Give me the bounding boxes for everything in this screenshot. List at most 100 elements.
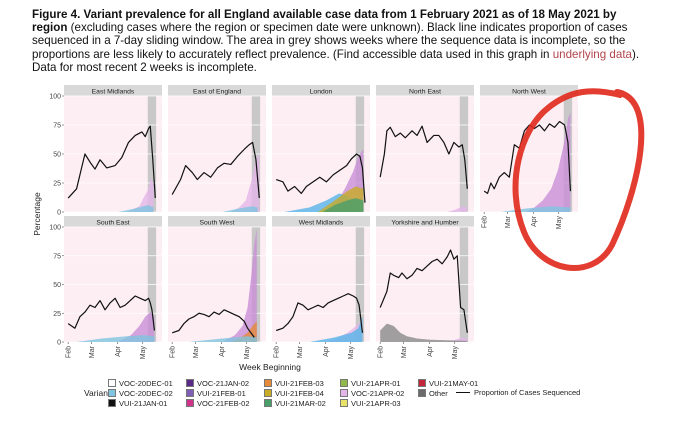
figure-title: Figure 4. Variant prevalence for all Eng…	[32, 8, 617, 35]
panel-title: North East	[409, 89, 441, 96]
panel-south-east: South East 0 25 50 75 100 Feb Mar Apr May	[49, 216, 162, 359]
x-tick-label: Feb	[274, 346, 281, 358]
legend-swatch	[418, 379, 426, 387]
legend-item-vui-21feb-04: VUI-21FEB-04	[264, 389, 324, 398]
x-tick-label: Feb	[170, 346, 177, 358]
legend-swatch	[186, 379, 194, 387]
legend-item-vui-21apr-03: VUI-21APR-03	[340, 399, 401, 408]
variant-area-voc-21apr-02	[230, 154, 260, 212]
legend-label: VUI-21FEB-04	[275, 389, 324, 398]
legend-swatch	[108, 379, 116, 387]
panel-strip	[272, 216, 370, 227]
y-tick-label: 25	[53, 311, 61, 318]
legend-label: VUI-21APR-03	[351, 399, 401, 408]
variant-area-voc-21apr-02	[447, 206, 468, 212]
legend-item-voc-20dec-02: VOC-20DEC-02	[108, 389, 173, 398]
panel-strip	[64, 216, 162, 227]
panel-strip	[480, 85, 578, 96]
x-tick-label: Apr	[219, 345, 226, 357]
x-tick-label: Apr	[531, 215, 538, 227]
caption-text-end: ). Data for most recent 2 weeks is incom…	[32, 47, 640, 74]
y-tick-label: 100	[49, 225, 61, 232]
x-tick-label: Apr	[323, 345, 330, 357]
x-tick-label: May	[140, 346, 147, 360]
legend-label: VOC-21FEB-02	[197, 399, 250, 408]
x-tick-label: Mar	[89, 345, 96, 358]
proportion-sequenced-line	[171, 309, 255, 338]
variant-area-voc-21apr-02	[118, 312, 155, 342]
y-axis-title: Percentage	[32, 192, 42, 236]
variant-area-other	[380, 323, 468, 342]
variant-area-voc-20dec-02	[222, 206, 258, 212]
variant-area-voc-20dec-02	[118, 205, 154, 212]
legend: Variant VOC-20DEC-01 VOC-20DEC-02 VUI-21JA…	[78, 374, 668, 424]
legend-item-voc-21feb-02: VOC-21FEB-02	[186, 399, 250, 408]
legend-item-vui-21feb-01: VUI-21FEB-01	[186, 389, 246, 398]
legend-label: VUI-21MAY-01	[429, 379, 479, 388]
x-tick-label: Feb	[378, 346, 385, 358]
caption-text: (excluding cases where the region or spe…	[32, 21, 628, 61]
y-tick-label: 50	[53, 152, 61, 159]
panel-east-midlands: East Midlands 0 25 50 75 100	[49, 85, 162, 217]
panel-west-midlands: West Midlands Feb Mar Apr May	[272, 216, 370, 359]
figure-caption: Figure 4. Variant prevalence for all Eng…	[32, 8, 652, 74]
panel-strip	[168, 216, 266, 227]
legend-item-proportion: Proportion of Cases Sequenced	[456, 388, 580, 397]
legend-item-vui-21jan-01: VUI-21JAN-01	[108, 399, 167, 408]
legend-swatch	[340, 379, 348, 387]
legend-item-voc-21apr-02: VOC-21APR-02	[340, 389, 404, 398]
y-tick-label: 50	[53, 282, 61, 289]
panel-strip	[272, 85, 370, 96]
panel-title: South East	[96, 220, 129, 227]
y-tick-label: 0	[57, 210, 61, 217]
x-tick-label: Mar	[193, 345, 200, 358]
legend-swatch	[264, 379, 272, 387]
variant-area-voc-20dec-02	[76, 335, 155, 342]
underlying-data-link[interactable]: underlying data	[552, 47, 632, 61]
panel-title: South West	[199, 220, 234, 227]
panel-south-west: South West Feb Mar Apr May	[168, 216, 266, 359]
variant-area-voc-21apr-02	[526, 112, 571, 212]
legend-swatch	[340, 399, 348, 407]
y-tick-label: 75	[53, 253, 61, 260]
variant-area-voc-20dec-02	[309, 316, 363, 342]
panel-strip	[168, 85, 266, 96]
panel-title: East of England	[193, 89, 241, 96]
x-tick-label: May	[556, 216, 563, 230]
legend-swatch	[186, 399, 194, 407]
x-tick-label: May	[348, 346, 355, 360]
legend-label: VUI-21JAN-01	[119, 399, 168, 408]
panel-strip	[64, 85, 162, 96]
panel-title: Yorkshire and Humber	[391, 220, 459, 227]
x-tick-label: May	[452, 346, 459, 360]
legend-item-voc-20dec-01: VOC-20DEC-01	[108, 379, 173, 388]
panel-title: East Midlands	[92, 89, 135, 96]
legend-label: VOC-20DEC-02	[119, 389, 173, 398]
panel-north-east: North East	[376, 85, 474, 213]
y-tick-label: 75	[53, 123, 61, 130]
y-tick-label: 0	[57, 340, 61, 347]
variant-area-voc-21apr-02	[222, 229, 257, 342]
legend-swatch	[418, 389, 426, 397]
legend-label: VOC-21APR-02	[351, 389, 405, 398]
legend-item-vui-21may-01: VUI-21MAY-01	[418, 379, 478, 388]
proportion-sequenced-line	[67, 125, 156, 199]
legend-label: VOC-21JAN-02	[197, 379, 250, 388]
panel-yorkshire-and-humber: Yorkshire and Humber Feb Mar Apr May	[376, 216, 474, 359]
x-tick-label: Apr	[427, 345, 434, 357]
panel-strip	[376, 216, 474, 227]
variant-area-voc-20dec-02	[188, 336, 257, 342]
panel-north-west: North West Feb Mar Apr May	[480, 85, 578, 229]
panel-title: North West	[512, 89, 546, 96]
legend-label: VUI-21APR-01	[351, 379, 401, 388]
panel-strip	[376, 85, 474, 96]
y-tick-label: 25	[53, 181, 61, 188]
panel-east-of-england: East of England	[168, 85, 266, 213]
legend-swatch	[108, 389, 116, 397]
panel-title: West Midlands	[299, 220, 344, 227]
x-tick-label: Mar	[297, 345, 304, 358]
legend-label: VUI-21MAR-02	[275, 399, 326, 408]
x-tick-label: Mar	[401, 345, 408, 358]
legend-swatch	[264, 389, 272, 397]
x-tick-label: Mar	[505, 215, 512, 228]
